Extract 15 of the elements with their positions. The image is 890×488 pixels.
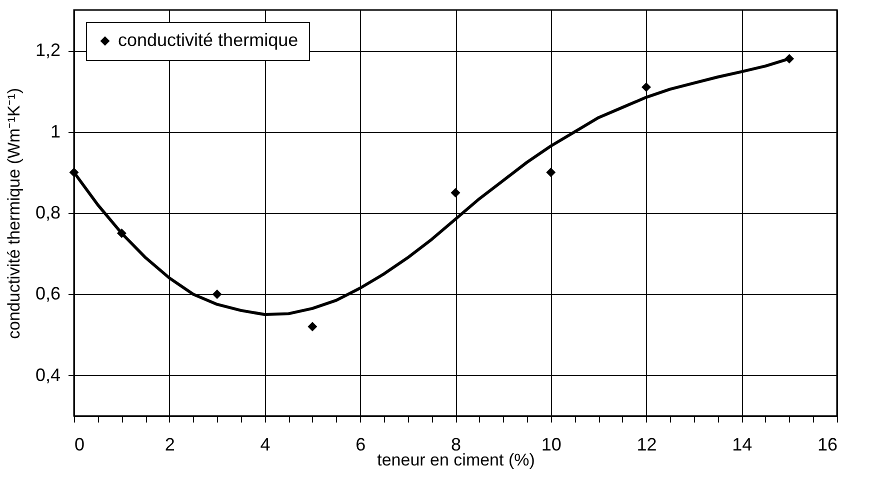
x-tick-label: 10 — [541, 434, 562, 454]
y-tick-label: 0,4 — [35, 364, 60, 385]
x-tick-label: 4 — [260, 434, 270, 454]
x-tick-label: 14 — [732, 434, 752, 454]
x-tick-label: 6 — [356, 434, 366, 454]
x-tick-label: 16 — [817, 434, 838, 454]
y-axis-title: conductivité thermique (Wm⁻¹K⁻¹) — [4, 88, 24, 340]
x-tick-label: 0 — [74, 434, 85, 454]
y-tick-label: 0,6 — [35, 284, 60, 304]
y-tick-label: 0,8 — [35, 202, 60, 222]
legend-label: conductivité thermique — [118, 30, 298, 50]
x-tick-label: 2 — [164, 434, 175, 454]
y-tick-label: 1,2 — [35, 40, 60, 60]
y-tick-label: 1 — [50, 121, 60, 142]
x-tick-label: 12 — [636, 434, 657, 454]
